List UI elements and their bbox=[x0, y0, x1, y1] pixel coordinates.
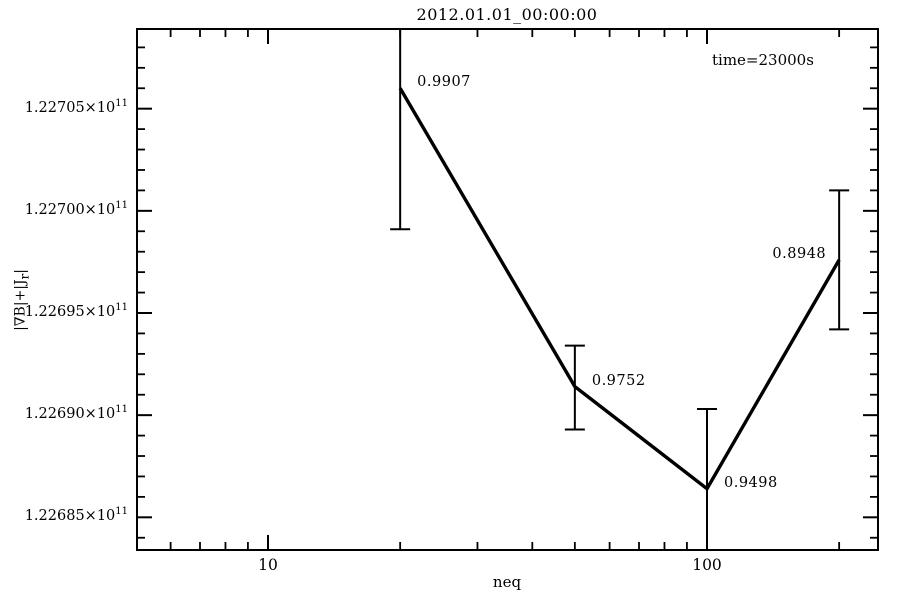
data-line bbox=[398, 87, 841, 492]
time-annotation: time=23000s bbox=[712, 51, 814, 69]
x-tick-label: 10 bbox=[258, 556, 278, 574]
y-tick-label: 1.22695×1011 bbox=[24, 301, 128, 320]
axis-box bbox=[136, 28, 879, 551]
y-tick-label: 1.22700×1011 bbox=[24, 199, 128, 218]
point-label: 0.8948 bbox=[772, 245, 827, 262]
point-label: 0.9907 bbox=[417, 74, 471, 91]
plot-title: 2012.01.01_00:00:00 bbox=[416, 5, 598, 24]
point-label: 0.9752 bbox=[591, 372, 646, 389]
y-axis-label-post: | bbox=[12, 269, 29, 274]
y-axis-label: |∇B|+|Jr| bbox=[13, 269, 32, 331]
point-label: 0.9498 bbox=[724, 474, 778, 491]
y-axis-label-sub: r bbox=[17, 273, 32, 280]
y-tick-label: 1.22690×1011 bbox=[24, 404, 128, 422]
y-tick-label: 1.22705×1011 bbox=[24, 97, 128, 116]
x-axis-label: neq bbox=[492, 573, 522, 591]
y-tick-label: 1.22685×1011 bbox=[24, 506, 128, 525]
x-tick-label: 100 bbox=[692, 556, 722, 574]
